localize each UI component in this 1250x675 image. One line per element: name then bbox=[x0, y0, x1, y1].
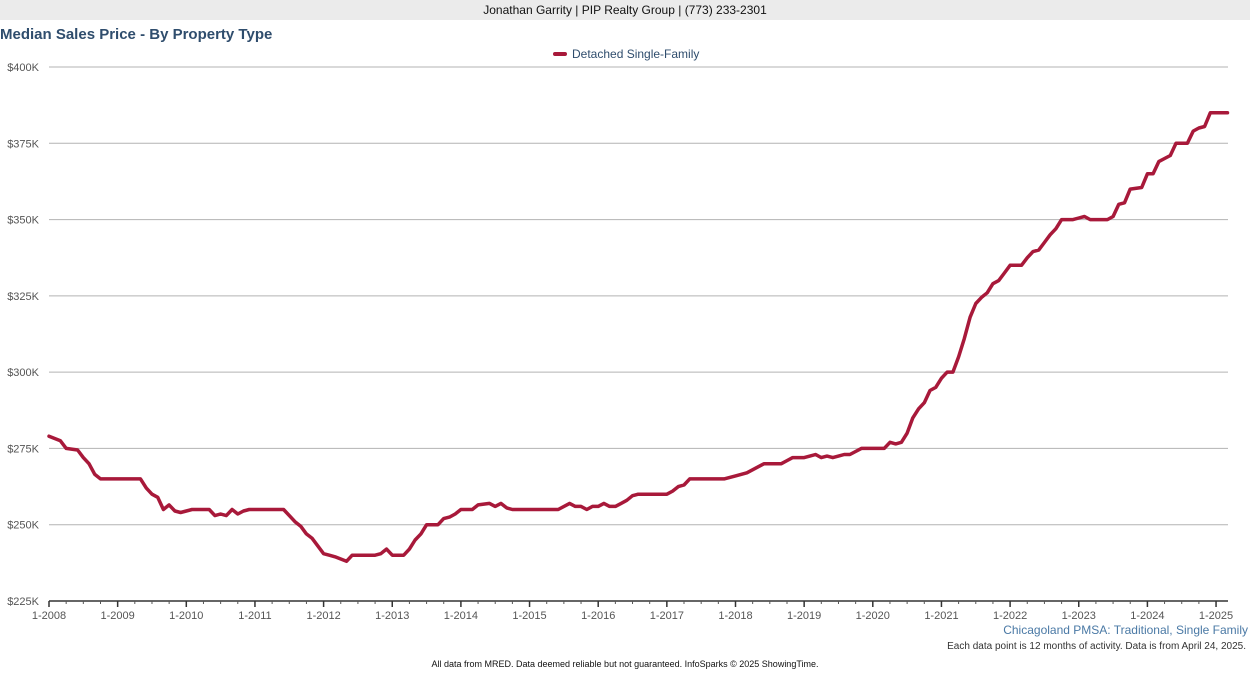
x-tick-label: 1-2018 bbox=[718, 610, 752, 622]
y-tick-label: $375K bbox=[7, 138, 39, 150]
x-tick-label: 1-2013 bbox=[375, 610, 409, 622]
y-tick-label: $225K bbox=[7, 596, 39, 608]
x-tick-label: 1-2011 bbox=[238, 610, 271, 622]
x-tick-label: 1-2008 bbox=[32, 610, 66, 622]
x-tick-label: 1-2010 bbox=[169, 610, 203, 622]
chart-title: Median Sales Price - By Property Type bbox=[0, 26, 273, 43]
y-tick-label: $325K bbox=[7, 291, 39, 303]
chart-subtitle: Chicagoland PMSA: Traditional, Single Fa… bbox=[1003, 623, 1248, 637]
footer-disclaimer: All data from MRED. Data deemed reliable… bbox=[431, 659, 819, 669]
x-tick-label: 1-2025 bbox=[1199, 610, 1233, 622]
x-tick-label: 1-2019 bbox=[787, 610, 821, 622]
y-tick-label: $275K bbox=[7, 443, 39, 455]
x-tick-label: 1-2012 bbox=[306, 610, 340, 622]
x-tick-label: 1-2020 bbox=[856, 610, 890, 622]
y-tick-label: $300K bbox=[7, 367, 39, 379]
x-tick-label: 1-2015 bbox=[512, 610, 546, 622]
header-contact: Jonathan Garrity | PIP Realty Group | (7… bbox=[0, 0, 1250, 20]
series-group bbox=[47, 111, 1230, 564]
gridlines bbox=[49, 66, 1228, 526]
x-tick-label: 1-2009 bbox=[101, 610, 135, 622]
legend[interactable]: Detached Single-Family bbox=[553, 47, 699, 61]
legend-swatch bbox=[553, 52, 567, 56]
x-tick-label: 1-2023 bbox=[1062, 610, 1096, 622]
x-tick-label: 1-2022 bbox=[993, 610, 1027, 622]
x-tick-label: 1-2017 bbox=[650, 610, 684, 622]
data-note: Each data point is 12 months of activity… bbox=[947, 641, 1246, 652]
legend-label: Detached Single-Family bbox=[572, 47, 700, 61]
series-line bbox=[47, 111, 1230, 564]
y-axis-labels: $225K $250K $275K $300K $325K $350K $375K $400K bbox=[7, 62, 39, 608]
x-axis: 1-2008 1-2009 1-2010 1-2011 1-2012 1-2013 1-20… bbox=[32, 600, 1233, 622]
x-tick-label: 1-2014 bbox=[444, 610, 478, 622]
x-tick-label: 1-2016 bbox=[581, 610, 615, 622]
x-tick-label: 1-2021 bbox=[924, 610, 958, 622]
y-tick-label: $250K bbox=[7, 520, 39, 532]
y-tick-label: $350K bbox=[7, 215, 39, 227]
y-tick-label: $400K bbox=[7, 62, 39, 74]
x-tick-label: 1-2024 bbox=[1130, 610, 1164, 622]
